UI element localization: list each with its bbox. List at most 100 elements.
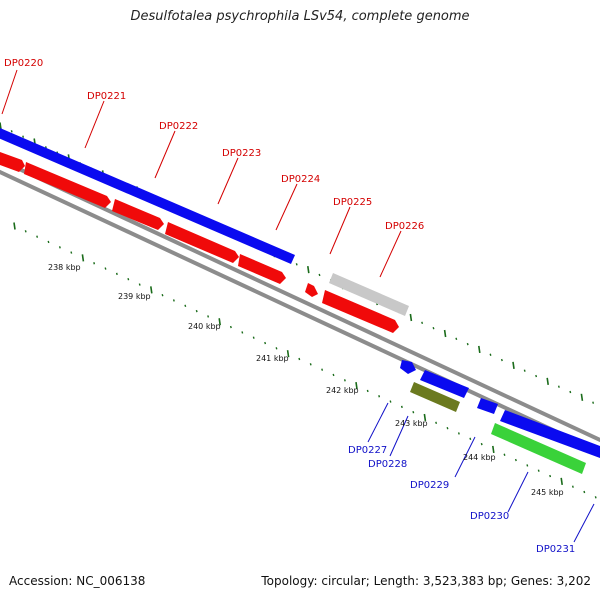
inner-tick	[332, 373, 335, 377]
feature-dp0220-bar[interactable]	[0, 128, 295, 264]
label-dp0231[interactable]: DP0231	[536, 544, 575, 555]
feature-dp0223[interactable]	[112, 199, 164, 230]
label-dp0224[interactable]: DP0224	[281, 174, 320, 185]
kbp-label-240: 240 kbp	[188, 322, 221, 331]
outer-tick	[0, 122, 2, 130]
kbp-label-242: 242 kbp	[326, 386, 359, 395]
inner-tick	[583, 490, 586, 494]
inner-tick	[58, 246, 61, 249]
feature-dp0226[interactable]	[322, 290, 399, 333]
label-dp0228[interactable]: DP0228	[368, 459, 407, 470]
inner-tick	[286, 350, 290, 358]
feature-dp0225[interactable]	[305, 283, 318, 297]
outer-tick	[22, 135, 25, 138]
feature-dp0229[interactable]	[477, 398, 498, 414]
feature-olive[interactable]	[410, 382, 460, 412]
feature-dp0222[interactable]	[24, 162, 111, 208]
inner-tick	[161, 293, 164, 297]
leader-dp0229	[454, 436, 476, 478]
leader-dp0225	[329, 206, 351, 255]
label-dp0220[interactable]: DP0220	[4, 58, 43, 69]
inner-tick	[195, 309, 198, 313]
inner-tick	[526, 464, 529, 467]
inner-tick	[150, 286, 153, 294]
inner-tick	[93, 262, 96, 265]
kbp-label-245: 245 kbp	[531, 488, 564, 497]
inner-tick	[389, 400, 392, 403]
label-dp0223[interactable]: DP0223	[222, 148, 261, 159]
outer-tick	[443, 329, 447, 338]
feature-green[interactable]	[491, 423, 586, 474]
outer-tick	[535, 374, 538, 378]
outer-tick	[500, 358, 503, 362]
leader-dp0226	[379, 230, 402, 278]
inner-tick	[560, 477, 563, 485]
leader-dp0227	[367, 402, 389, 443]
outer-tick	[455, 337, 458, 341]
feature-dp0224[interactable]	[165, 222, 239, 263]
inner-tick	[457, 432, 460, 435]
inner-tick	[298, 357, 301, 361]
inner-tick	[24, 230, 27, 233]
inner-tick	[309, 363, 312, 366]
label-dp0227[interactable]: DP0227	[348, 445, 387, 456]
outer-tick	[546, 377, 549, 385]
inner-tick	[400, 405, 403, 409]
inner-tick	[36, 235, 39, 238]
inner-tick	[549, 474, 552, 478]
feature-dp0221[interactable]	[0, 152, 25, 172]
inner-tick	[252, 336, 255, 339]
outer-tick	[318, 273, 321, 277]
backbone-outer-line	[0, 158, 600, 442]
inner-tick	[13, 222, 16, 230]
feature-dp0227[interactable]	[400, 360, 416, 374]
inner-tick	[81, 254, 85, 262]
inner-tick	[104, 267, 107, 270]
feature-dp0224b[interactable]	[238, 254, 286, 284]
backbone-inner-line	[0, 170, 600, 454]
leader-dp0220	[1, 69, 18, 115]
outer-tick-marks	[0, 122, 595, 404]
inner-tick	[594, 496, 597, 499]
label-dp0225[interactable]: DP0225	[333, 197, 372, 208]
inner-tick	[321, 368, 324, 371]
outer-tick	[432, 326, 435, 330]
outer-tick	[523, 369, 526, 372]
label-dp0229[interactable]: DP0229	[410, 480, 449, 491]
inner-tick	[503, 453, 506, 456]
inner-tick	[172, 299, 175, 302]
inner-tick	[241, 331, 244, 334]
kbp-label-243: 243 kbp	[395, 419, 428, 428]
leader-dp0230	[507, 471, 529, 513]
inner-tick	[229, 325, 232, 329]
outer-tick	[466, 342, 469, 346]
inner-tick	[480, 442, 483, 446]
label-dp0221[interactable]: DP0221	[87, 91, 126, 102]
outer-tick	[580, 393, 584, 401]
inner-tick	[275, 347, 278, 350]
inner-tick	[469, 437, 472, 441]
outer-tick	[592, 401, 595, 404]
inner-tick	[264, 341, 267, 345]
label-dp0230[interactable]: DP0230	[470, 511, 509, 522]
inner-tick	[412, 410, 415, 414]
inner-tick	[423, 413, 427, 422]
kbp-label-244: 244 kbp	[463, 453, 496, 462]
inner-tick	[184, 304, 187, 308]
inner-tick	[70, 251, 73, 254]
feature-dp0228[interactable]	[420, 370, 469, 398]
label-dp0226[interactable]: DP0226	[385, 221, 424, 232]
feature-grey[interactable]	[329, 273, 409, 316]
inner-tick	[218, 318, 221, 326]
leader-dp0222	[154, 130, 176, 179]
outer-tick	[10, 130, 13, 133]
inner-tick	[343, 379, 346, 382]
inner-tick	[435, 421, 438, 425]
outer-tick	[421, 321, 424, 325]
label-dp0222[interactable]: DP0222	[159, 121, 198, 132]
outer-tick	[478, 345, 481, 354]
leader-dp0228	[389, 415, 409, 457]
feature-dp0230[interactable]	[500, 410, 600, 458]
inner-tick	[514, 458, 517, 462]
outer-tick	[295, 263, 298, 266]
